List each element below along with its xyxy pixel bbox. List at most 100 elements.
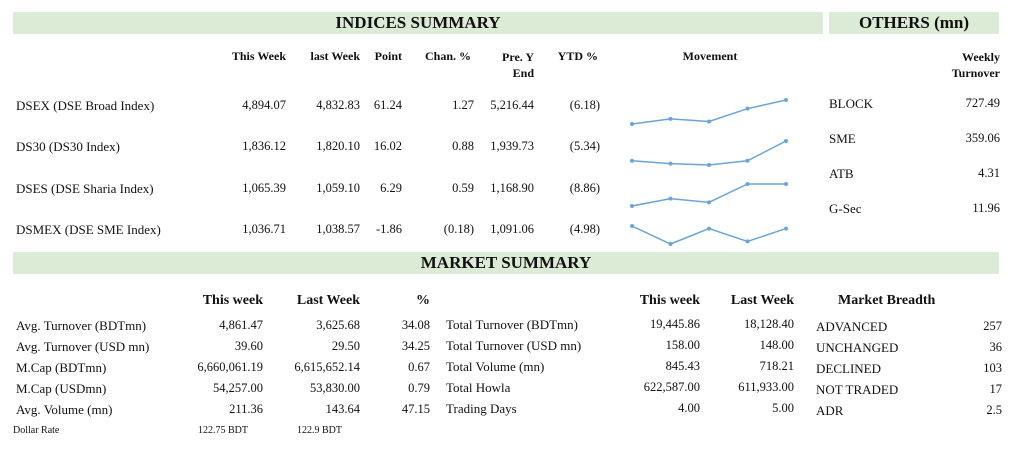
market-left-pct: 34.25 xyxy=(401,339,430,353)
market-left-last-week: 3,625.68 xyxy=(316,318,360,332)
market-left-name: Avg. Turnover (BDTmn) xyxy=(16,318,147,333)
market-mid-last-week: 5.00 xyxy=(772,401,794,415)
market-left-pct: 0.79 xyxy=(408,381,430,395)
market-mid-name: Total Turnover (USD mn) xyxy=(446,338,582,353)
movement-sparkline-ds30 xyxy=(630,139,788,167)
market-left-this-week: 6,660,061.19 xyxy=(197,360,263,374)
market-left-pct: 34.08 xyxy=(401,318,430,332)
index-last-week: 1,820.10 xyxy=(316,139,360,153)
sparkline-point xyxy=(668,161,673,166)
index-point: 61.24 xyxy=(373,98,402,112)
dollar-rate-last-week: 122.9 BDT xyxy=(297,425,342,436)
market-left-name: Avg. Turnover (USD mn) xyxy=(16,339,150,354)
index-chan: 1.27 xyxy=(452,98,474,112)
sparkline-point xyxy=(707,119,711,124)
sparkline-point xyxy=(630,224,634,228)
market-mid-this-week: 845.43 xyxy=(665,359,700,373)
market-left-this-week: 39.60 xyxy=(234,339,263,353)
market-mid-this-week: 19,445.86 xyxy=(650,317,700,331)
others-value: 11.96 xyxy=(972,201,1000,215)
breadth-name: DECLINED xyxy=(816,361,881,376)
index-chan: 0.59 xyxy=(452,181,474,195)
sparkline-point xyxy=(784,182,788,186)
index-last-week: 1,038.57 xyxy=(316,222,360,236)
market-left-this-week: 4,861.47 xyxy=(219,318,263,332)
header-this-week: This Week xyxy=(231,49,286,63)
movement-sparkline-dses xyxy=(630,182,788,208)
index-this-week: 1,036.71 xyxy=(242,222,286,236)
index-name: DSMEX (DSE SME Index) xyxy=(16,222,161,237)
market-mid-this-week: 622,587.00 xyxy=(643,380,700,394)
market-breadth-title: Market Breadth xyxy=(838,293,936,308)
index-chan: (0.18) xyxy=(443,222,474,236)
sparkline-point xyxy=(784,98,788,102)
breadth-name: UNCHANGED xyxy=(816,340,899,355)
index-this-week: 1,065.39 xyxy=(242,181,286,195)
dollar-rate-this-week: 122.75 BDT xyxy=(198,425,248,436)
header-last-week: last Week xyxy=(310,49,360,63)
index-chan: 0.88 xyxy=(452,139,474,153)
market-summary-title: MARKET SUMMARY xyxy=(13,252,999,274)
index-pre-y-end: 1,939.73 xyxy=(490,139,534,153)
header-point: Point xyxy=(374,49,402,63)
market-mid-header-this-week: This week xyxy=(639,293,700,308)
market-left-pct: 0.67 xyxy=(408,360,430,374)
market-mid-this-week: 158.00 xyxy=(665,338,700,352)
others-title: OTHERS (mn) xyxy=(829,12,999,34)
market-mid-last-week: 611,933.00 xyxy=(738,380,794,394)
sparkline-point xyxy=(668,196,673,201)
market-mid-name: Total Volume (mn) xyxy=(446,359,545,374)
dollar-rate-label: Dollar Rate xyxy=(13,425,60,436)
sparkline-point xyxy=(745,182,750,186)
index-ytd: (5.34) xyxy=(569,139,600,153)
sparkline-point xyxy=(630,122,634,126)
market-mid-header-last-week: Last Week xyxy=(730,293,794,308)
sparkline-point xyxy=(707,200,711,205)
index-pre-y-end: 1,168.90 xyxy=(490,181,534,195)
sparkline-point xyxy=(745,239,750,244)
sparkline-line xyxy=(631,140,787,166)
breadth-value: 257 xyxy=(983,319,1002,333)
market-left-header-last-week: Last Week xyxy=(296,293,360,308)
market-left-last-week: 143.64 xyxy=(325,402,360,416)
movement-sparkline-dsex xyxy=(630,98,788,126)
others-value: 727.49 xyxy=(965,96,1000,110)
market-left-name: Avg. Volume (mn) xyxy=(16,402,113,417)
index-name: DSES (DSE Sharia Index) xyxy=(16,181,154,196)
index-this-week: 4,894.07 xyxy=(242,98,286,112)
breadth-value: 2.5 xyxy=(986,403,1002,417)
index-last-week: 4,832.83 xyxy=(316,98,360,112)
market-mid-this-week: 4.00 xyxy=(678,401,700,415)
market-left-name: M.Cap (BDTmn) xyxy=(16,360,107,375)
index-ytd: (8.86) xyxy=(569,181,600,195)
index-pre-y-end: 5,216.44 xyxy=(490,98,534,112)
market-mid-last-week: 18,128.40 xyxy=(744,317,794,331)
others-name: SME xyxy=(829,131,856,146)
market-mid-last-week: 718.21 xyxy=(759,359,794,373)
index-name: DS30 (DS30 Index) xyxy=(16,139,120,154)
others-name: BLOCK xyxy=(829,96,874,111)
others-name: G-Sec xyxy=(829,201,862,216)
others-value: 4.31 xyxy=(978,166,1000,180)
sparkline-point xyxy=(745,106,750,111)
sparkline-point xyxy=(784,139,788,143)
breadth-value: 103 xyxy=(983,361,1002,375)
market-mid-name: Trading Days xyxy=(446,401,517,416)
index-point: -1.86 xyxy=(375,222,402,236)
market-left-last-week: 29.50 xyxy=(331,339,360,353)
sparkline-point xyxy=(668,242,673,246)
others-header-weekly-turnover: Weekly Turnover xyxy=(951,50,1000,80)
sparkline-point xyxy=(630,204,634,208)
indices-summary-title: INDICES SUMMARY xyxy=(13,12,823,34)
header-pre-y-end: Pre. Y End xyxy=(502,50,534,80)
index-this-week: 1,836.12 xyxy=(242,139,286,153)
header-movement: Movement xyxy=(682,49,738,63)
index-name: DSEX (DSE Broad Index) xyxy=(16,98,155,113)
market-left-this-week: 54,257.00 xyxy=(213,381,263,395)
others-name: ATB xyxy=(829,166,854,181)
market-mid-last-week: 148.00 xyxy=(759,338,794,352)
movement-sparkline-dsmex xyxy=(630,224,788,246)
market-left-pct: 47.15 xyxy=(401,402,430,416)
breadth-value: 36 xyxy=(989,340,1003,354)
index-ytd: (4.98) xyxy=(569,222,600,236)
